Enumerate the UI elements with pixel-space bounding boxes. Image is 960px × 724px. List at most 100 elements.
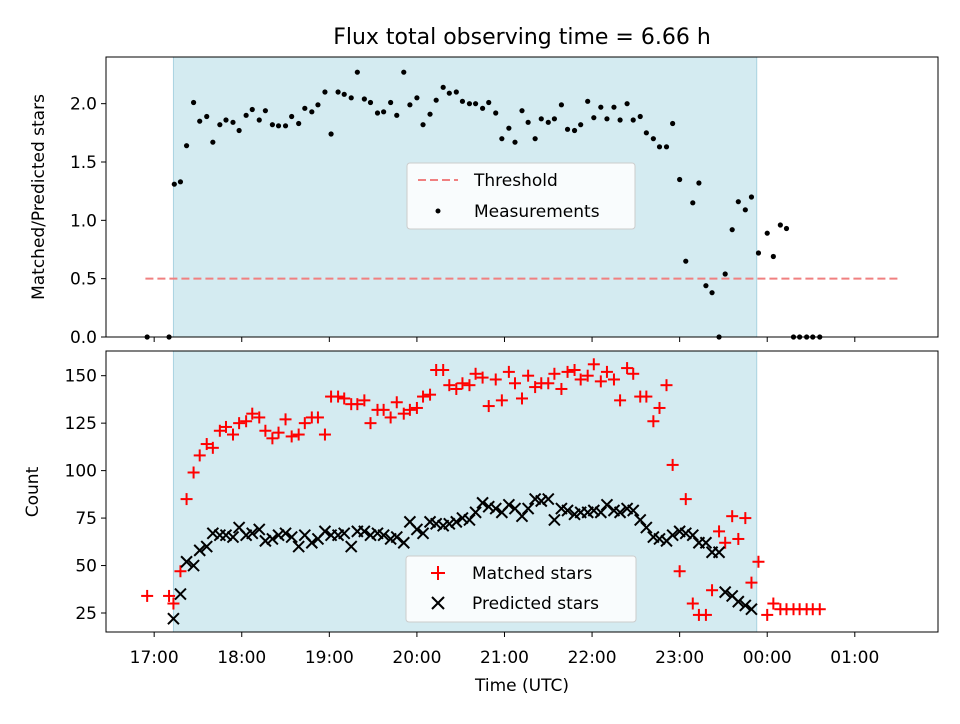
matched-star-point-50: [482, 400, 495, 413]
predicted-star-point-35: [397, 536, 410, 549]
matched-star-point-5: [187, 466, 200, 479]
bottom-x-tick-label-0: 17:00: [130, 648, 179, 668]
predicted-star-point-29: [358, 525, 371, 538]
matched-star-point-12: [233, 417, 246, 430]
top-y-tick-label-4: 2.0: [70, 95, 97, 115]
measurement-point-37: [401, 69, 407, 75]
matched-star-point-44: [443, 379, 456, 392]
measurement-point-46: [459, 98, 466, 104]
matched-star-point-64: [574, 373, 587, 386]
predicted-star-point-43: [450, 515, 463, 529]
measurement-point-41: [427, 111, 433, 117]
measurement-point-57: [532, 136, 538, 142]
measurement-point-40: [420, 122, 426, 128]
measurement-point-70: [617, 117, 623, 123]
matched-star-point-37: [397, 407, 410, 420]
predicted-star-point-70: [627, 504, 640, 517]
measurement-point-54: [512, 139, 518, 145]
measurement-point-12: [236, 127, 242, 134]
matched-star-point-77: [660, 379, 673, 392]
measurement-points: [144, 69, 823, 340]
measurement-point-10: [223, 117, 229, 123]
predicted-star-point-79: [686, 528, 699, 542]
predicted-star-point-21: [305, 536, 319, 549]
top-y-axis-label: Matched/Predicted stars: [29, 94, 49, 300]
measurement-point-93: [770, 253, 776, 260]
matched-star-point-15: [253, 411, 266, 424]
measurement-point-81: [690, 200, 696, 206]
matched-star-point-7: [200, 438, 213, 451]
bottom-y-tick-label-1: 50: [75, 557, 97, 577]
matched-star-point-76: [653, 401, 666, 414]
measurement-point-67: [598, 104, 604, 110]
top-x-ticks: [153, 337, 856, 342]
measurement-point-87: [729, 227, 735, 233]
legend-predicted-label: Predicted stars: [472, 594, 599, 614]
predicted-star-point-65: [594, 506, 608, 519]
measurement-point-53: [506, 125, 512, 131]
matched-star-point-88: [732, 532, 745, 545]
measurement-point-69: [611, 104, 617, 110]
bottom-y-ticks: 25 50 75 100 125 150: [65, 367, 106, 624]
predicted-star-point-58: [548, 513, 561, 527]
matched-star-point-63: [568, 363, 581, 376]
matched-star-point-100: [813, 603, 826, 616]
predicted-star-point-38: [416, 527, 430, 540]
predicted-star-point-15: [266, 532, 279, 546]
matched-star-point-27: [332, 390, 345, 403]
measurement-point-76: [656, 144, 663, 150]
measurement-point-73: [637, 113, 643, 120]
measurement-point-21: [296, 120, 302, 127]
measurement-point-91: [755, 250, 762, 256]
matched-star-point-71: [621, 362, 634, 375]
measurement-point-43: [440, 84, 446, 90]
predicted-star-point-47: [476, 496, 489, 510]
matched-stars-points: [141, 358, 826, 621]
bottom-legend: Matched stars Predicted stars: [405, 555, 637, 623]
bottom-y-axis-label: Count: [23, 466, 43, 517]
measurement-point-60: [551, 116, 558, 122]
matched-star-point-87: [726, 510, 739, 523]
measurement-point-55: [519, 108, 525, 114]
top-y-tick-label-3: 1.5: [70, 153, 97, 173]
predicted-star-point-44: [456, 511, 469, 525]
predicted-star-point-18: [285, 530, 298, 544]
matched-star-point-54: [508, 377, 521, 390]
bottom-x-tick-label-1: 18:00: [217, 648, 266, 668]
predicted-star-point-72: [640, 521, 653, 534]
matched-star-point-10: [219, 420, 232, 433]
matched-star-point-25: [318, 428, 331, 441]
matched-star-point-61: [555, 382, 568, 395]
measurement-point-72: [630, 117, 636, 123]
matched-star-point-17: [266, 432, 279, 445]
measurement-point-82: [696, 180, 702, 186]
matched-star-point-32: [364, 417, 377, 430]
predicted-star-point-68: [613, 506, 627, 519]
top-legend: Threshold Measurements: [406, 162, 636, 230]
predicted-star-point-26: [338, 527, 351, 540]
predicted-star-point-8: [219, 528, 233, 542]
matched-star-point-68: [600, 365, 613, 378]
bottom-panel: 25 50 75 100 125 150 17:00 18:00 19:00 20:00 21:0…: [23, 350, 939, 696]
bottom-x-axis-label: Time (UTC): [474, 676, 569, 696]
measurement-point-77: [663, 144, 670, 150]
matched-star-point-78: [666, 458, 679, 471]
measurement-point-26: [328, 131, 334, 137]
predicted-star-point-76: [666, 528, 679, 542]
legend-matched-swatch: [431, 566, 445, 580]
predicted-star-point-48: [482, 500, 495, 513]
matched-star-point-80: [679, 493, 692, 506]
matched-star-point-40: [417, 390, 430, 403]
predicted-star-point-32: [377, 528, 390, 542]
matched-star-point-16: [259, 424, 272, 437]
measurement-point-28: [341, 91, 347, 97]
measurement-point-49: [479, 105, 486, 111]
bottom-x-tick-label-7: 00:00: [743, 648, 792, 668]
measurement-point-52: [499, 136, 505, 142]
matched-star-point-18: [272, 426, 285, 439]
measurement-point-18: [275, 123, 282, 129]
measurement-point-94: [777, 222, 783, 228]
measurement-point-61: [558, 102, 565, 108]
top-y-tick-label-0: 0.0: [70, 328, 97, 348]
